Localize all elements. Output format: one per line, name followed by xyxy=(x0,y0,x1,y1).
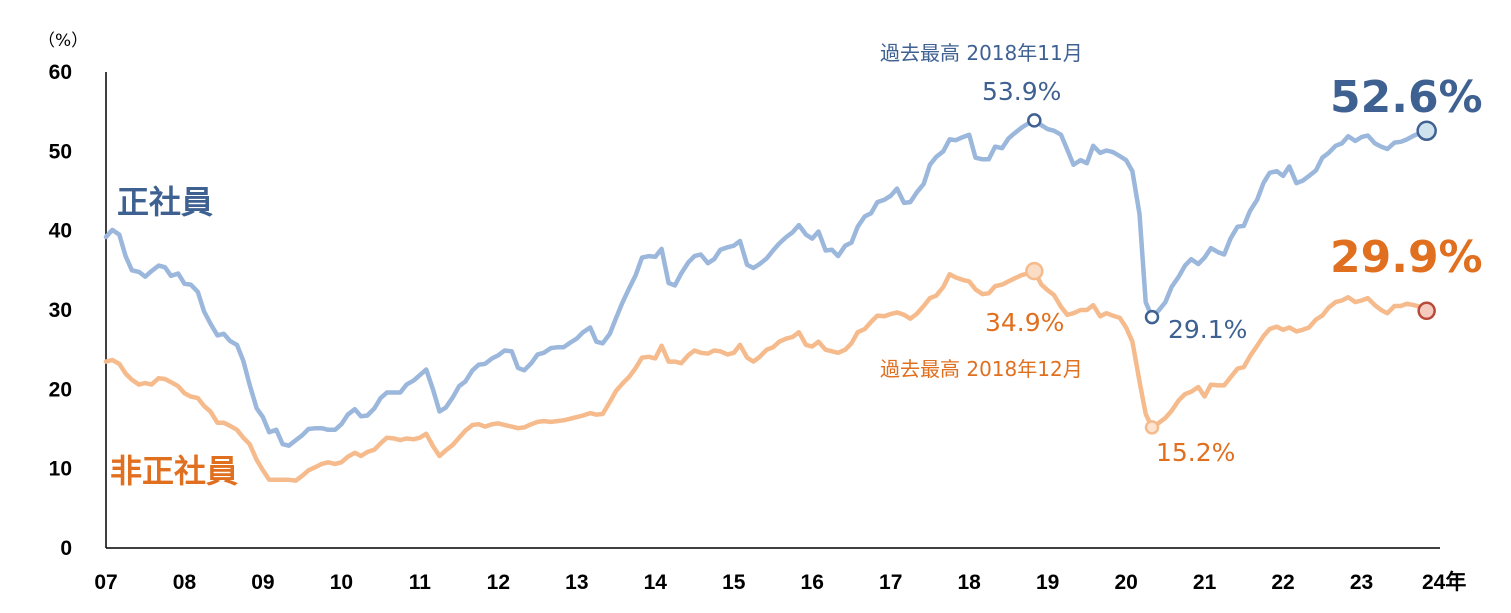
regular-peak-value: 53.9% xyxy=(982,77,1061,106)
x-tick-label: 22 xyxy=(1271,571,1294,594)
nonregular-low-marker xyxy=(1144,420,1160,435)
x-tick-label: 17 xyxy=(879,571,902,594)
nonregular-peak-value: 34.9% xyxy=(985,308,1064,337)
y-tick-label: 30 xyxy=(49,299,72,322)
x-tick-label: 16 xyxy=(801,571,824,594)
regular-latest-value: 52.6% xyxy=(1330,72,1483,123)
series-label-nonregular: 非正社員 xyxy=(110,452,238,490)
y-tick-label: 40 xyxy=(49,220,72,243)
x-tick-label: 14 xyxy=(644,571,668,594)
x-tick-label: 15 xyxy=(722,571,746,594)
series-line-nonregular xyxy=(103,268,1429,483)
x-tick-label: 13 xyxy=(565,571,588,594)
x-tick-label: 21 xyxy=(1193,571,1217,594)
regular-latest-marker xyxy=(1416,120,1437,141)
x-tick-label: 20 xyxy=(1114,571,1137,594)
regular-peak-note: 過去最高 2018年11月 xyxy=(880,41,1083,65)
y-tick-label: 20 xyxy=(49,378,72,401)
y-unit-label: （%） xyxy=(38,31,88,51)
x-tick-label: 23 xyxy=(1350,571,1373,594)
x-tick-label: 18 xyxy=(957,571,981,594)
x-tick-label: 08 xyxy=(173,571,197,594)
x-tick-label: 24年 xyxy=(1422,570,1466,594)
x-tick-label: 10 xyxy=(330,571,353,594)
series-label-regular: 正社員 xyxy=(117,183,213,221)
nonregular-peak-note: 過去最高 2018年12月 xyxy=(880,357,1083,381)
regular-peak-marker xyxy=(1027,113,1042,128)
x-tick-label: 07 xyxy=(94,571,117,594)
y-tick-labels: 0 10 20 30 40 50 60 xyxy=(49,61,72,560)
x-tick-labels: 07 08 09 10 11 12 13 14 15 16 17 18 19 20 21 22 23 24年 xyxy=(94,570,1466,594)
nonregular-latest-value: 29.9% xyxy=(1330,232,1483,283)
y-tick-label: 50 xyxy=(49,140,72,163)
x-tick-label: 12 xyxy=(487,571,510,594)
regular-low-value: 29.1% xyxy=(1168,315,1247,344)
y-tick-label: 60 xyxy=(49,61,72,84)
nonregular-latest-marker xyxy=(1417,301,1436,321)
y-tick-label: 0 xyxy=(60,537,72,560)
x-tick-label: 11 xyxy=(409,571,432,594)
nonregular-low-value: 15.2% xyxy=(1156,438,1235,467)
series-line-regular xyxy=(103,118,1429,448)
x-tick-label: 19 xyxy=(1036,571,1059,594)
y-tick-label: 10 xyxy=(49,458,72,481)
x-tick-label: 09 xyxy=(251,571,274,594)
nonregular-peak-marker xyxy=(1025,261,1044,281)
regular-low-marker xyxy=(1144,309,1160,325)
